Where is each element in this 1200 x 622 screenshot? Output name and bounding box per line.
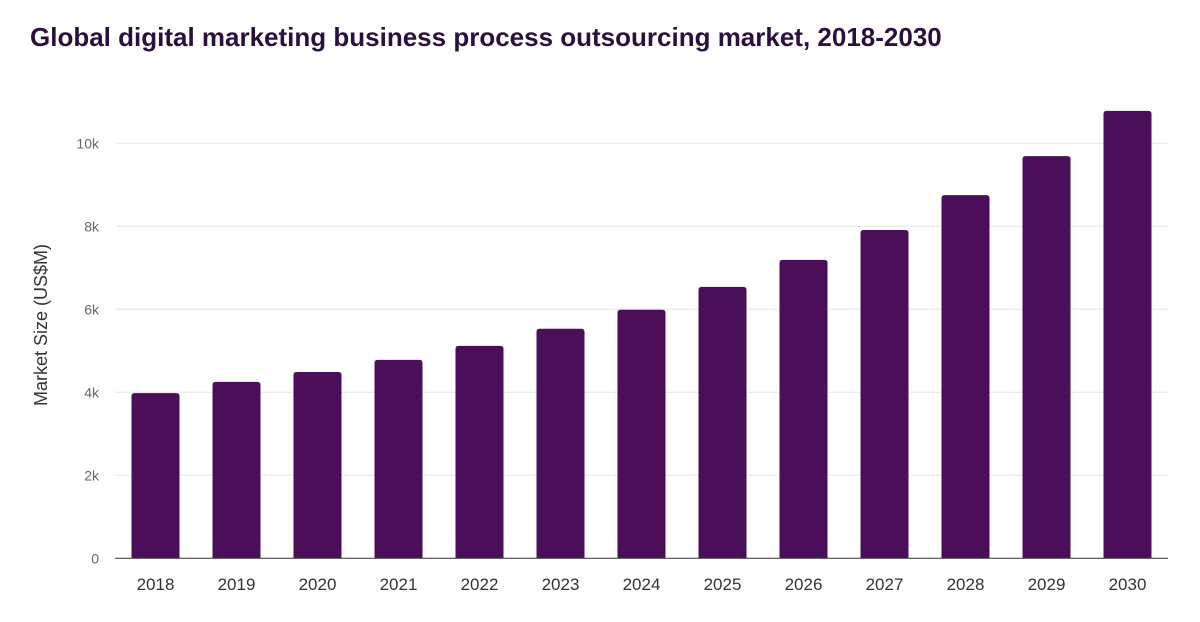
- x-tick-label: 2028: [947, 575, 985, 594]
- x-tick-label: 2022: [461, 575, 499, 594]
- bar-2018: [131, 393, 180, 559]
- y-tick-label: 4k: [84, 384, 100, 400]
- chart-title: Global digital marketing business proces…: [30, 22, 942, 52]
- bar-2024: [617, 309, 666, 559]
- x-tick-label: 2018: [137, 575, 175, 594]
- x-tick-label: 2030: [1109, 575, 1147, 594]
- x-tick-label: 2027: [866, 575, 904, 594]
- x-tick-label: 2019: [218, 575, 256, 594]
- bar-2022: [455, 345, 504, 559]
- x-tick-label: 2029: [1028, 575, 1066, 594]
- bar-2028: [941, 195, 990, 559]
- bar-2026: [779, 259, 828, 559]
- bar-2023: [536, 328, 585, 559]
- bar-2029: [1022, 156, 1071, 559]
- bar-2020: [293, 371, 342, 559]
- x-tick-label: 2024: [623, 575, 661, 594]
- x-tick-label: 2023: [542, 575, 580, 594]
- x-tick-label: 2026: [785, 575, 823, 594]
- y-axis-label: Market Size (US$M): [31, 244, 51, 406]
- x-tick-label: 2025: [704, 575, 742, 594]
- bar-2030: [1103, 110, 1152, 559]
- x-tick-label: 2021: [380, 575, 418, 594]
- y-tick-label: 2k: [84, 467, 100, 483]
- bar-2027: [860, 230, 909, 559]
- bar-2025: [698, 286, 747, 559]
- y-tick-label: 10k: [76, 135, 100, 151]
- y-tick-label: 8k: [84, 218, 100, 234]
- bar-2021: [374, 359, 423, 559]
- y-tick-label: 6k: [84, 301, 100, 317]
- y-tick-label: 0: [91, 550, 99, 566]
- x-tick-label: 2020: [299, 575, 337, 594]
- bar-2019: [212, 381, 261, 559]
